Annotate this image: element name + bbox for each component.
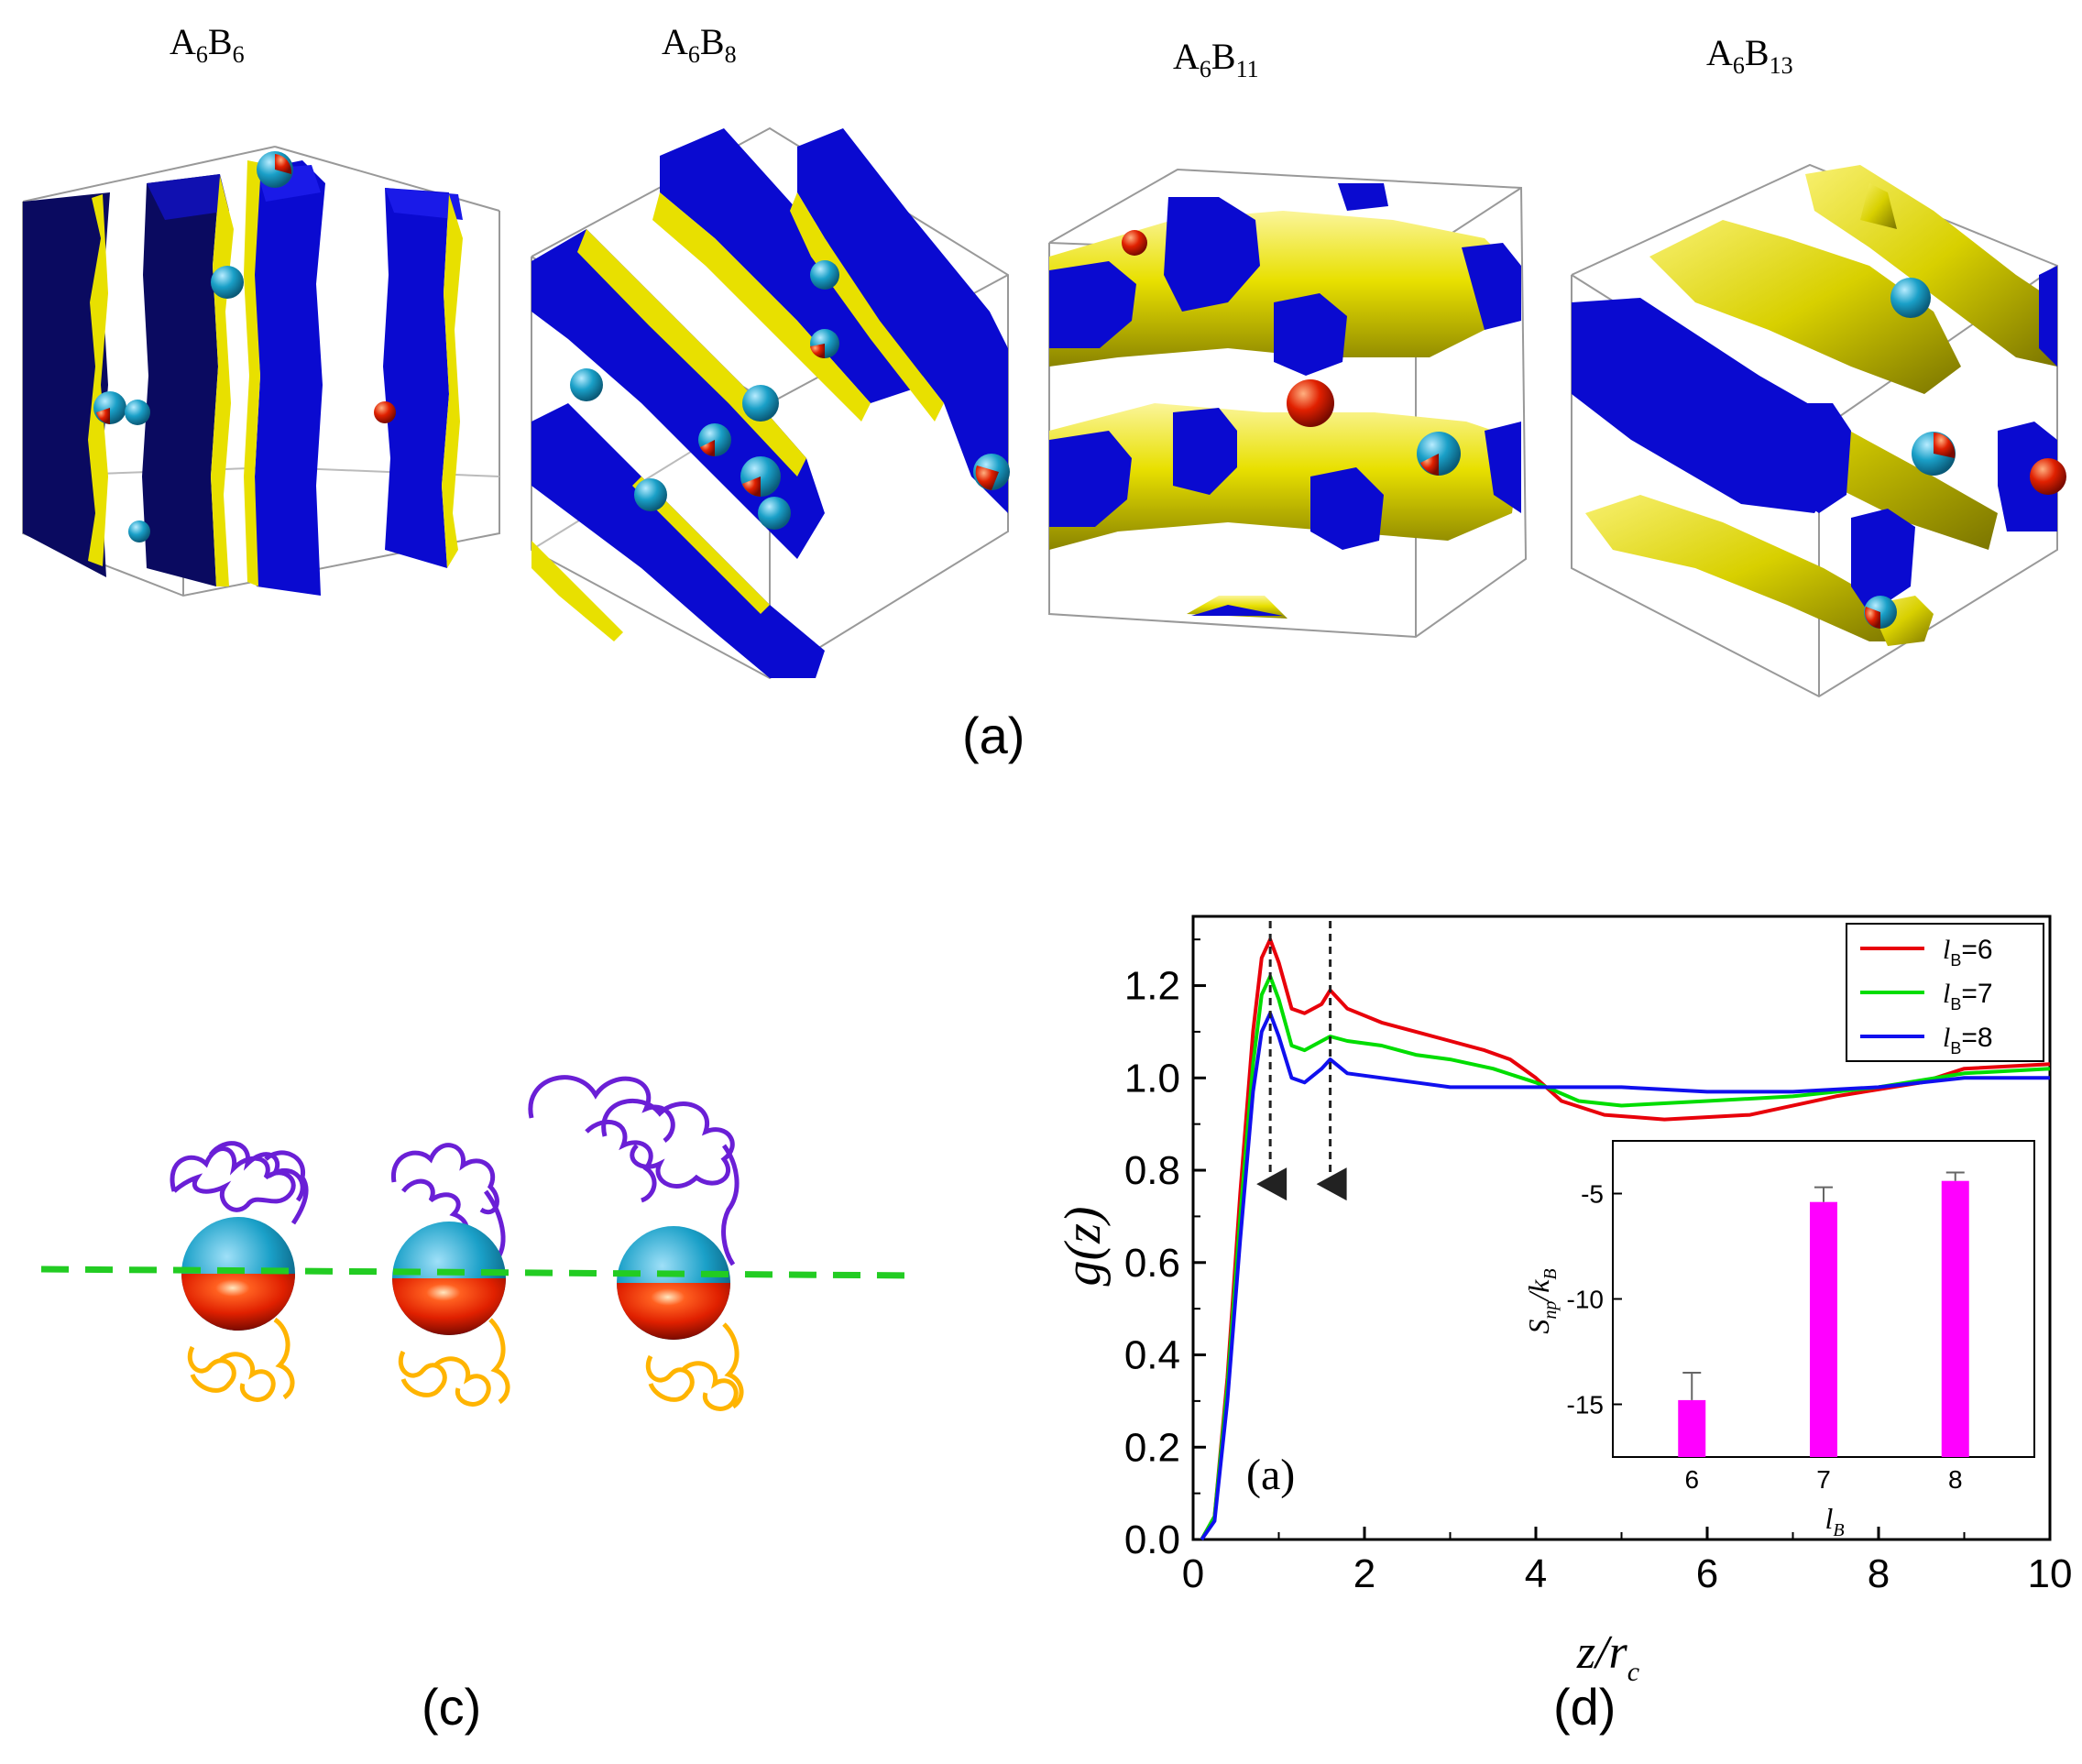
legend-label-lb6: lB=6 bbox=[1943, 935, 1993, 970]
gz-xtick-label: 6 bbox=[1696, 1551, 1718, 1596]
inset-bar-8 bbox=[1941, 1180, 1969, 1457]
inset-bar-6 bbox=[1678, 1399, 1706, 1457]
legend-label-lb8: lB=8 bbox=[1943, 1023, 1993, 1057]
gz-ylabel: g(z) bbox=[1055, 1206, 1112, 1286]
inset-axes: -5 -10 -15 6 7 8 bbox=[1567, 1180, 1963, 1495]
gz-xtick-label: 2 bbox=[1353, 1551, 1375, 1596]
gz-ytick-label: 1.0 bbox=[1124, 1056, 1180, 1101]
gz-legend: lB=6 lB=7 lB=8 bbox=[1846, 923, 2044, 1062]
panel-label-d: (d) bbox=[1553, 1678, 1616, 1736]
gz-xtick-label: 10 bbox=[2028, 1551, 2073, 1596]
snapshot-a6b13 bbox=[1571, 163, 2066, 698]
gz-series-line-7 bbox=[1200, 974, 2051, 1540]
inset-ytick-label: -10 bbox=[1567, 1286, 1604, 1314]
np-chain-illustration bbox=[40, 1075, 917, 1411]
snapshot-a6b8 bbox=[531, 126, 1010, 680]
gz-axes: 0 2 4 6 8 10 0.0 0.2 0.4 0.6 0.8 1.0 1.2 bbox=[1124, 938, 2073, 1596]
gz-xlabel: z/rc bbox=[1576, 1627, 1639, 1687]
inset-xtick-label: 6 bbox=[1684, 1465, 1699, 1494]
gz-chart: 0 2 4 6 8 10 0.0 0.2 0.4 0.6 0.8 1.0 1.2 g(z) z/rc (… bbox=[1055, 915, 2073, 1687]
gz-xtick-label: 4 bbox=[1525, 1551, 1547, 1596]
snapshot-title-a6b6: A6B6 bbox=[170, 21, 245, 68]
gz-ytick-label: 0.0 bbox=[1124, 1517, 1180, 1562]
inset-ytick-label: -15 bbox=[1567, 1391, 1604, 1419]
inset-bar-7 bbox=[1810, 1201, 1837, 1457]
inset-ylabel: Snp/kB bbox=[1522, 1268, 1561, 1333]
gz-ytick-label: 0.2 bbox=[1124, 1425, 1180, 1470]
gz-series-line-8 bbox=[1200, 1011, 2050, 1541]
gz-series bbox=[1200, 937, 2051, 1541]
snapshot-a6b6 bbox=[22, 146, 500, 597]
gz-peak-arrows bbox=[1256, 921, 1347, 1201]
inset-xtick-label: 7 bbox=[1816, 1465, 1831, 1494]
legend-label-lb7: lB=7 bbox=[1943, 979, 1993, 1013]
inset-ytick-label: -5 bbox=[1581, 1180, 1604, 1209]
gz-panel-tag: (a) bbox=[1246, 1451, 1295, 1499]
inset-chart: -5 -10 -15 6 7 8 Snp/kB lB bbox=[1522, 1140, 2035, 1540]
np-2 bbox=[391, 1143, 510, 1407]
inset-xlabel: lB bbox=[1824, 1502, 1844, 1540]
interface-dashed-line bbox=[40, 1265, 917, 1279]
snapshot-title-a6b11: A6B11 bbox=[1173, 36, 1259, 82]
gz-ytick-label: 1.2 bbox=[1124, 964, 1180, 1009]
panel-label-a: (a) bbox=[962, 707, 1025, 764]
snapshots-panel bbox=[22, 126, 2066, 698]
inset-xtick-label: 8 bbox=[1948, 1465, 1963, 1494]
snapshot-a6b11 bbox=[1048, 168, 1528, 639]
panel-label-c: (c) bbox=[422, 1678, 482, 1736]
gz-xtick-label: 0 bbox=[1182, 1551, 1204, 1596]
np-3 bbox=[528, 1075, 744, 1411]
snapshot-title-a6b8: A6B8 bbox=[662, 21, 737, 68]
gz-series-line-6 bbox=[1200, 937, 2051, 1540]
inset-bars bbox=[1678, 1171, 1969, 1457]
snapshot-title-a6b13: A6B13 bbox=[1706, 32, 1793, 79]
gz-ytick-label: 0.6 bbox=[1124, 1241, 1180, 1286]
gz-ytick-label: 0.4 bbox=[1124, 1333, 1180, 1378]
gz-ytick-label: 0.8 bbox=[1124, 1148, 1180, 1193]
gz-xtick-label: 8 bbox=[1868, 1551, 1890, 1596]
